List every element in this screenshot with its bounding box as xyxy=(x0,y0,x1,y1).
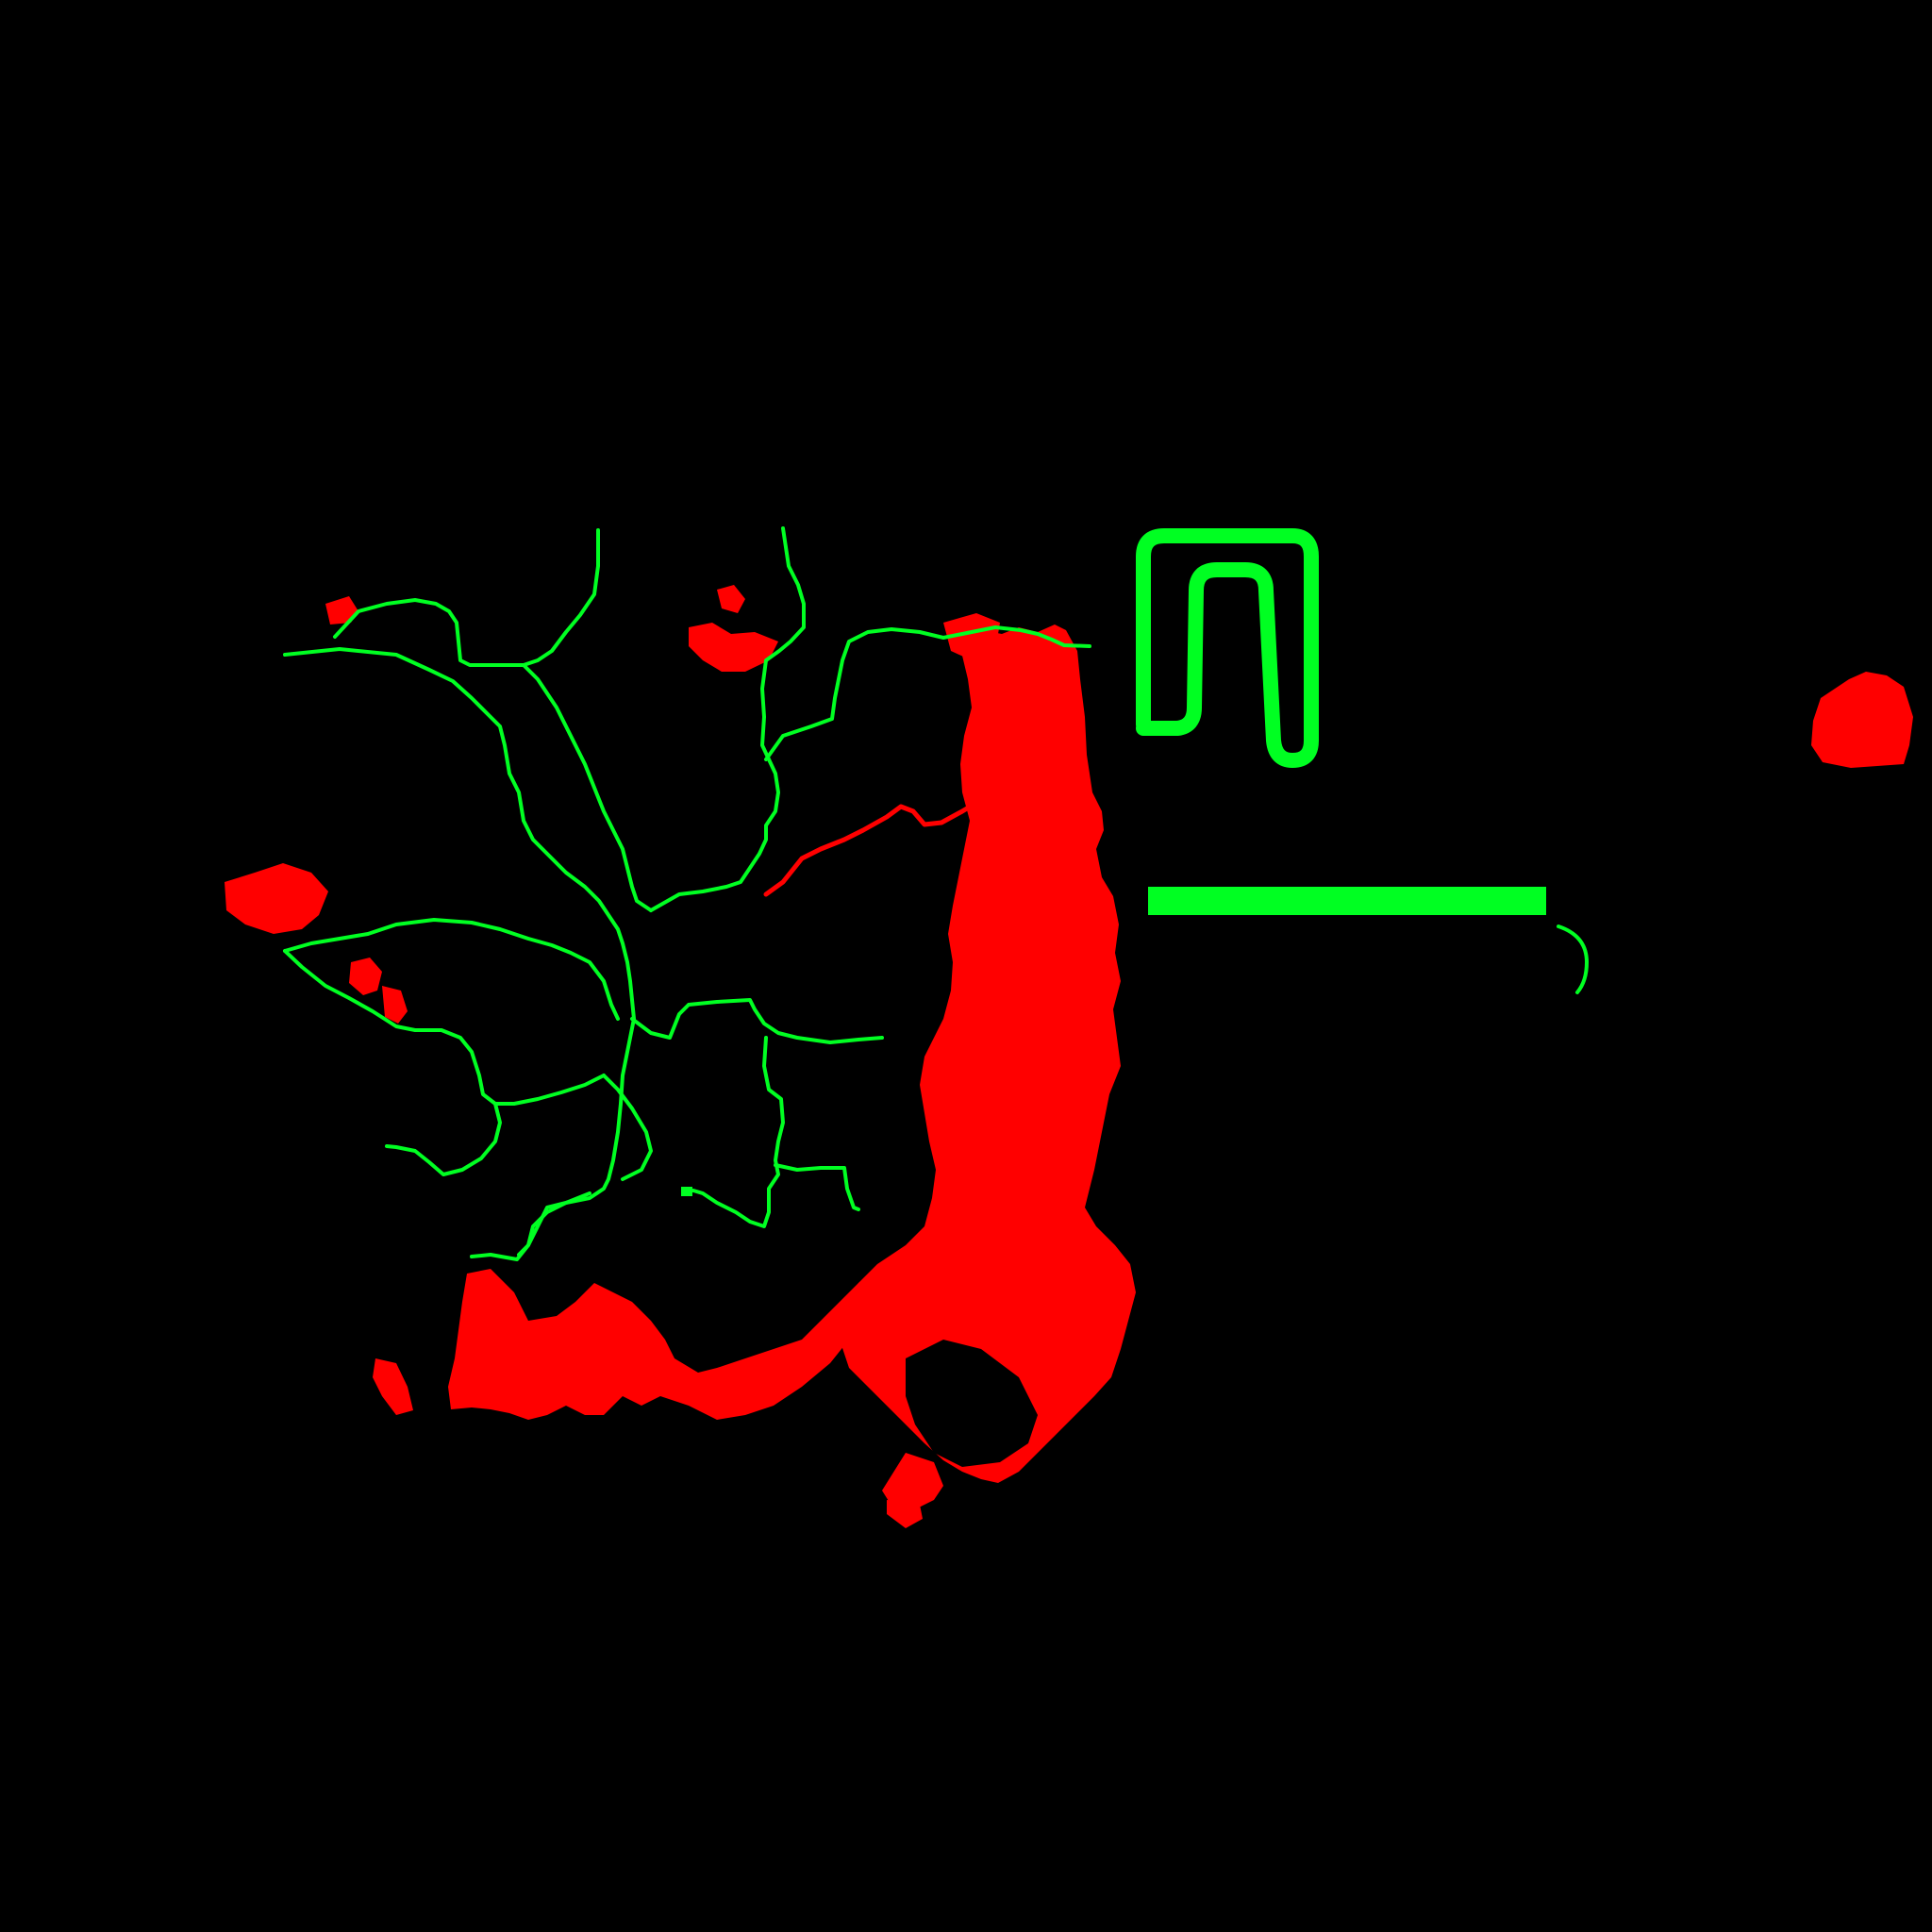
river-north-tributary xyxy=(522,528,600,667)
highlighted-segment-path xyxy=(763,797,984,897)
flood-main-body xyxy=(840,625,1136,1483)
flood-north-middle xyxy=(689,623,778,672)
scale-bar xyxy=(1148,887,1546,915)
flood-southwest-lobe xyxy=(448,1269,877,1420)
river-west-branch xyxy=(333,598,653,912)
river-southwest-lower xyxy=(385,1102,502,1176)
river-northeast-branch xyxy=(649,526,806,912)
river-network xyxy=(283,526,1091,1261)
highlighted-river-segment xyxy=(763,797,984,897)
u-shaped-channel xyxy=(1136,528,1319,768)
flood-north-middle-top xyxy=(717,585,745,613)
small-marker xyxy=(681,1187,692,1196)
flood-northeast-patch xyxy=(943,613,1000,660)
flood-west-small-2 xyxy=(349,958,382,995)
flood-tail-south xyxy=(882,1453,943,1509)
river-southwest-branch xyxy=(283,918,620,1021)
hook-marker xyxy=(1557,924,1590,994)
river-central-south xyxy=(682,1036,785,1228)
river-main-stem xyxy=(283,647,636,1257)
flooded-area xyxy=(225,585,1136,1528)
river-central-branch xyxy=(630,998,884,1044)
river-east-branch xyxy=(764,625,1091,761)
flood-west-small-1 xyxy=(225,863,328,934)
river-central-east xyxy=(774,1163,860,1211)
flood-southwest-small xyxy=(373,1358,413,1415)
flood-tip-south xyxy=(887,1500,923,1528)
flood-loop-south xyxy=(906,1340,1038,1467)
flood-west-small-3 xyxy=(382,986,408,1024)
flood-northwest-1 xyxy=(325,596,358,625)
lake-east xyxy=(1811,672,1913,768)
river-southwest-loop xyxy=(283,949,606,1106)
river-south-branch xyxy=(602,1074,653,1181)
river-south-lower-branch xyxy=(470,1191,591,1261)
u-channel-path xyxy=(1136,528,1319,768)
